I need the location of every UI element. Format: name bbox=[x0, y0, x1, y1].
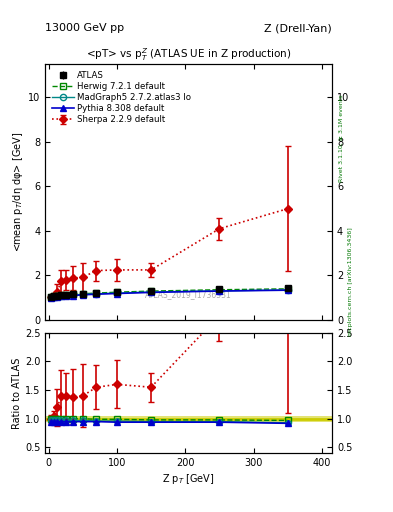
Text: 13000 GeV pp: 13000 GeV pp bbox=[45, 23, 124, 33]
Legend: ATLAS, Herwig 7.2.1 default, MadGraph5 2.7.2.atlas3 lo, Pythia 8.308 default, Sh: ATLAS, Herwig 7.2.1 default, MadGraph5 2… bbox=[50, 68, 194, 127]
Text: mcplots.cern.ch [arXiv:1306.3436]: mcplots.cern.ch [arXiv:1306.3436] bbox=[348, 227, 353, 336]
Text: Rivet 3.1.10, ≥ 3.1M events: Rivet 3.1.10, ≥ 3.1M events bbox=[339, 95, 344, 182]
Y-axis label: Ratio to ATLAS: Ratio to ATLAS bbox=[12, 357, 22, 429]
Title: <pT> vs p$_T^Z$ (ATLAS UE in Z production): <pT> vs p$_T^Z$ (ATLAS UE in Z productio… bbox=[86, 47, 292, 63]
Text: ATLAS_2019_I1736531: ATLAS_2019_I1736531 bbox=[145, 290, 232, 299]
Y-axis label: <mean p$_{T}$/dη dφ> [GeV]: <mean p$_{T}$/dη dφ> [GeV] bbox=[11, 132, 25, 252]
Text: Z (Drell-Yan): Z (Drell-Yan) bbox=[264, 23, 332, 33]
X-axis label: Z p$_{T}$ [GeV]: Z p$_{T}$ [GeV] bbox=[162, 472, 215, 486]
Bar bbox=[45, 416, 332, 421]
